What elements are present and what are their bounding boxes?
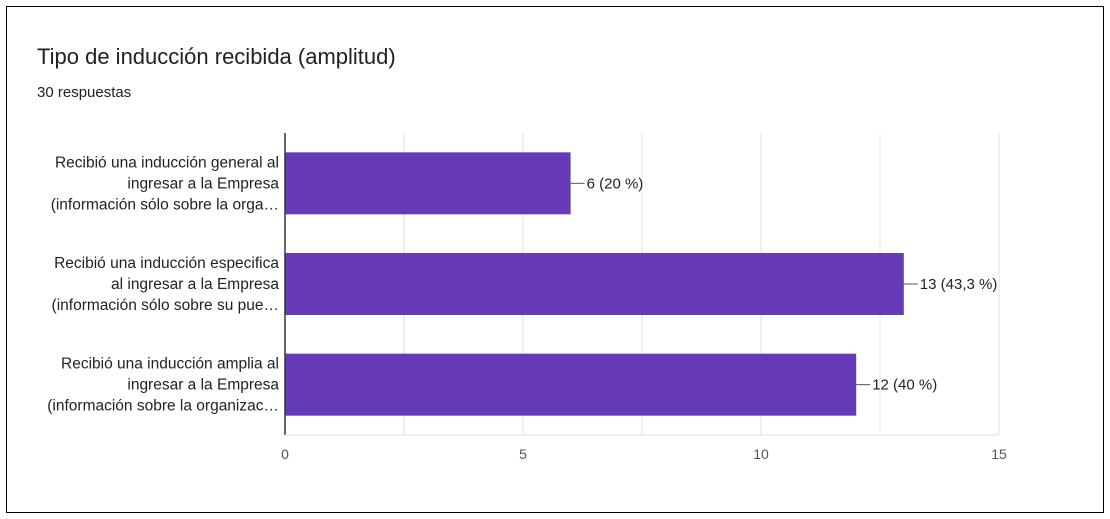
bar [285,253,904,315]
category-label-line: al ingresar a la Empresa [111,276,279,293]
data-label: 6 (20 %) [587,175,644,192]
x-tick-label: 0 [281,446,289,462]
chart-title: Tipo de inducción recibida (amplitud) [37,44,396,69]
category-label-line: ingresar a la Empresa [127,377,279,394]
bar [285,152,571,215]
category-label: Recibió una inducción general al ingresar… [51,154,280,213]
category-label-line: (información sólo sobre la orga… [51,196,279,213]
category-label-line: Recibió una inducción amplia al [61,356,279,373]
category-label-line: ingresar a la Empresa [127,175,279,192]
bars [285,152,918,416]
category-label: Recibió una inducción especifica al ingre… [52,255,280,314]
labels: 0 5 10 15 6 (20 %) Recibió una inducción gene… [47,154,1007,462]
data-label: 12 (40 %) [872,377,937,394]
category-label-line: (información sobre la organizac… [47,398,279,415]
x-tick-label: 5 [519,446,527,462]
category-label-line: Recibió una inducción especifica [54,255,279,272]
category-label: Recibió una inducción amplia al ingresar … [47,356,279,415]
bar [285,353,857,416]
data-label: 13 (43,3 %) [920,276,998,293]
x-tick-label: 15 [991,446,1007,462]
category-label-line: Recibió una inducción general al [55,154,279,171]
axis [284,133,999,436]
x-tick-label: 10 [753,446,769,462]
response-count: 30 respuestas [37,84,132,101]
category-label-line: (información sólo sobre su pue… [52,297,279,314]
